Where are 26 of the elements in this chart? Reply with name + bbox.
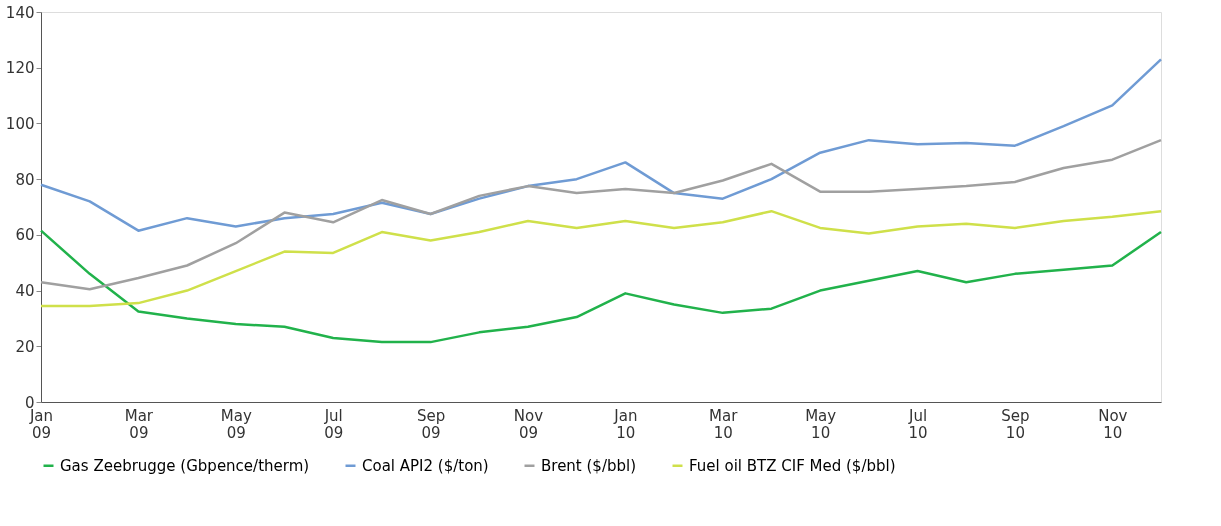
y-tick-label: 120 xyxy=(5,59,35,78)
y-tick-label: 80 xyxy=(15,170,35,189)
x-tick-label: Mar 09 xyxy=(124,406,154,442)
x-tick-label: Jul 10 xyxy=(907,406,928,442)
line-series xyxy=(39,58,1163,232)
x-tick-label: Mar 10 xyxy=(709,406,739,442)
y-tick-label: 20 xyxy=(15,337,35,356)
legend-label: Gas Zeebrugge (Gbpence/therm) xyxy=(60,456,310,475)
y-tick-label: 40 xyxy=(15,282,35,301)
x-tick-label: Sep 10 xyxy=(1001,406,1030,442)
legend-label: Brent ($/bbl) xyxy=(541,456,637,475)
y-tick-label: 140 xyxy=(5,3,35,22)
x-tick-label: Jul 09 xyxy=(323,406,344,442)
legend-label: Fuel oil BTZ CIF Med ($/bbl) xyxy=(689,456,896,475)
line-series xyxy=(39,138,1163,291)
y-tick-label: 60 xyxy=(15,226,35,245)
y-tick-label: 100 xyxy=(5,114,35,133)
x-tick-label: Sep 09 xyxy=(416,406,446,442)
x-tick-label: Nov 09 xyxy=(513,406,544,442)
x-tick-label: May 09 xyxy=(220,406,252,442)
x-tick-label: Nov 10 xyxy=(1098,406,1128,442)
line-series xyxy=(39,229,1163,344)
legend-label: Coal API2 ($/ton) xyxy=(362,456,489,475)
line-series xyxy=(39,209,1163,308)
x-tick-label: Jan 10 xyxy=(613,406,638,442)
x-tick-label: May 10 xyxy=(805,406,837,442)
